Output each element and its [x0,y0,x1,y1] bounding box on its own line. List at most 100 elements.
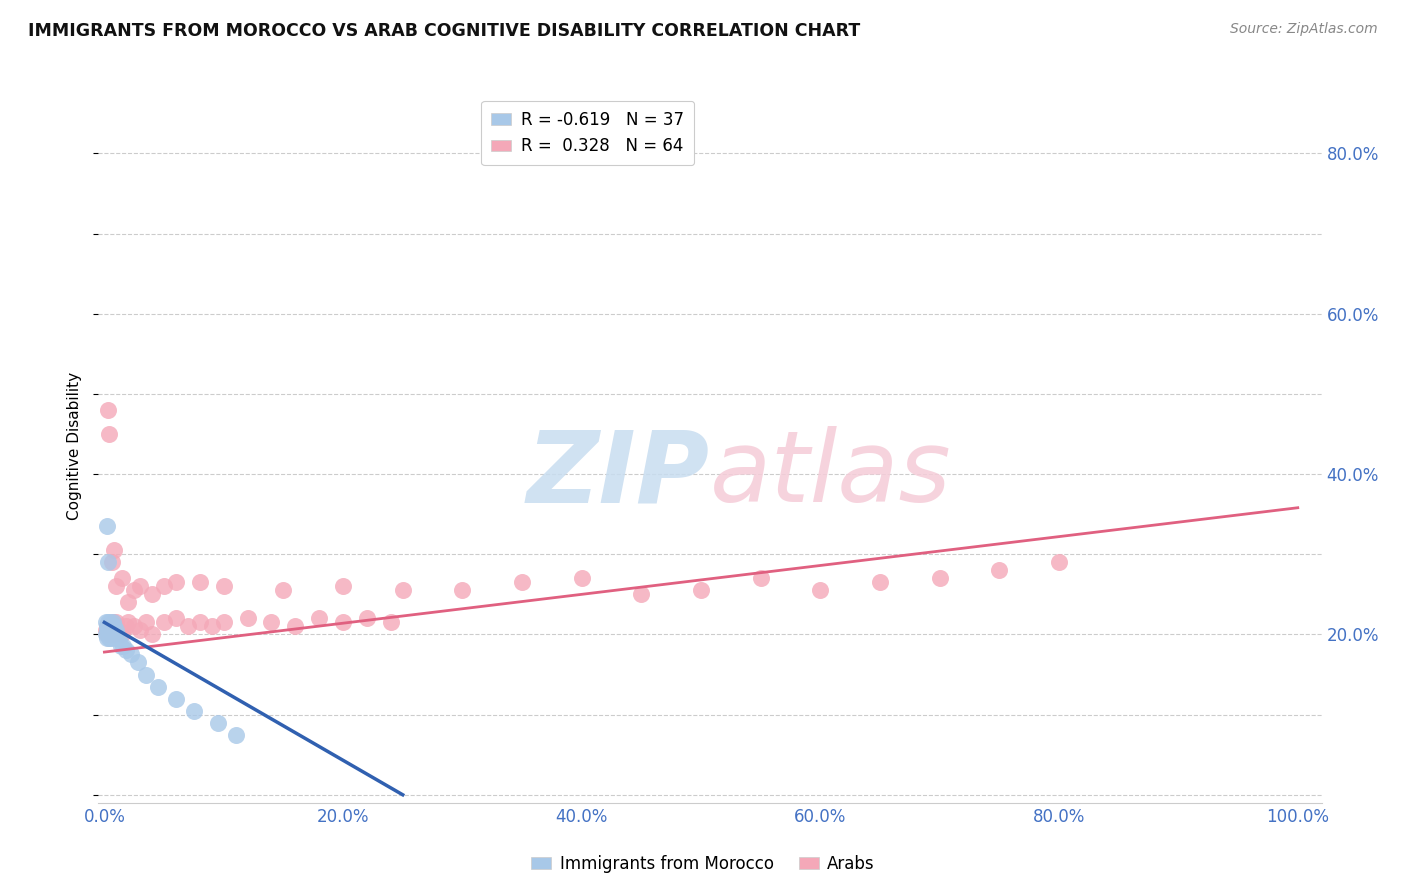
Point [810,583,832,598]
Point [201,619,224,633]
Point [571,571,593,585]
Point [105,627,128,641]
Point [97,555,120,569]
Point [928,571,950,585]
Point [110,640,132,654]
Legend: R = -0.619   N = 37, R =  0.328   N = 64: R = -0.619 N = 37, R = 0.328 N = 64 [481,101,695,165]
Point [96,519,118,533]
Point [165,691,187,706]
Point [97,619,120,633]
Point [103,619,125,633]
Point [115,643,138,657]
Point [273,583,295,598]
Point [115,619,138,633]
Text: IMMIGRANTS FROM MOROCCO VS ARAB COGNITIVE DISABILITY CORRELATION CHART: IMMIGRANTS FROM MOROCCO VS ARAB COGNITIV… [28,22,860,40]
Point [111,627,134,641]
Point [308,611,330,625]
Point [212,579,235,593]
Point [97,627,120,641]
Point [510,575,533,590]
Point [96,627,118,641]
Point [165,575,187,590]
Point [107,632,129,646]
Point [105,624,128,638]
Point [96,632,118,646]
Point [225,728,247,742]
Point [97,624,120,638]
Point [97,615,120,630]
Point [98,619,121,633]
Point [177,619,200,633]
Point [135,667,157,681]
Point [98,624,121,638]
Point [380,615,402,630]
Point [332,579,354,593]
Point [94,627,117,641]
Point [105,615,128,630]
Point [1047,555,1070,569]
Point [451,583,474,598]
Point [97,619,120,633]
Point [869,575,891,590]
Point [100,627,122,641]
Point [122,619,145,633]
Point [94,615,117,630]
Point [690,583,713,598]
Point [129,579,152,593]
Point [332,615,354,630]
Point [111,571,134,585]
Point [98,427,121,442]
Point [98,624,121,638]
Point [146,680,169,694]
Point [98,632,121,646]
Point [96,624,118,638]
Point [153,615,176,630]
Point [104,619,127,633]
Point [101,615,124,630]
Text: Source: ZipAtlas.com: Source: ZipAtlas.com [1230,22,1378,37]
Point [749,571,772,585]
Point [284,619,307,633]
Point [391,583,413,598]
Point [97,627,120,641]
Point [117,615,139,630]
Point [988,563,1011,577]
Point [127,656,149,670]
Point [207,715,229,730]
Point [103,632,125,646]
Point [98,615,121,630]
Point [122,583,145,598]
Point [100,555,122,569]
Point [96,619,118,633]
Point [188,575,211,590]
Point [103,627,125,641]
Point [97,624,120,638]
Point [153,579,176,593]
Point [236,611,259,625]
Point [188,615,211,630]
Point [105,579,128,593]
Point [165,611,187,625]
Point [98,624,121,638]
Point [112,640,135,654]
Legend: Immigrants from Morocco, Arabs: Immigrants from Morocco, Arabs [524,848,882,880]
Point [101,627,124,641]
Point [98,632,121,646]
Point [630,587,652,601]
Point [260,615,283,630]
Point [100,619,122,633]
Point [97,403,120,417]
Point [96,619,118,633]
Point [107,624,129,638]
Point [103,543,125,558]
Point [129,624,152,638]
Point [120,648,142,662]
Y-axis label: Cognitive Disability: Cognitive Disability [67,372,83,520]
Point [117,595,139,609]
Point [98,619,121,633]
Point [100,624,122,638]
Point [135,615,157,630]
Point [141,627,163,641]
Point [183,704,205,718]
Point [94,624,117,638]
